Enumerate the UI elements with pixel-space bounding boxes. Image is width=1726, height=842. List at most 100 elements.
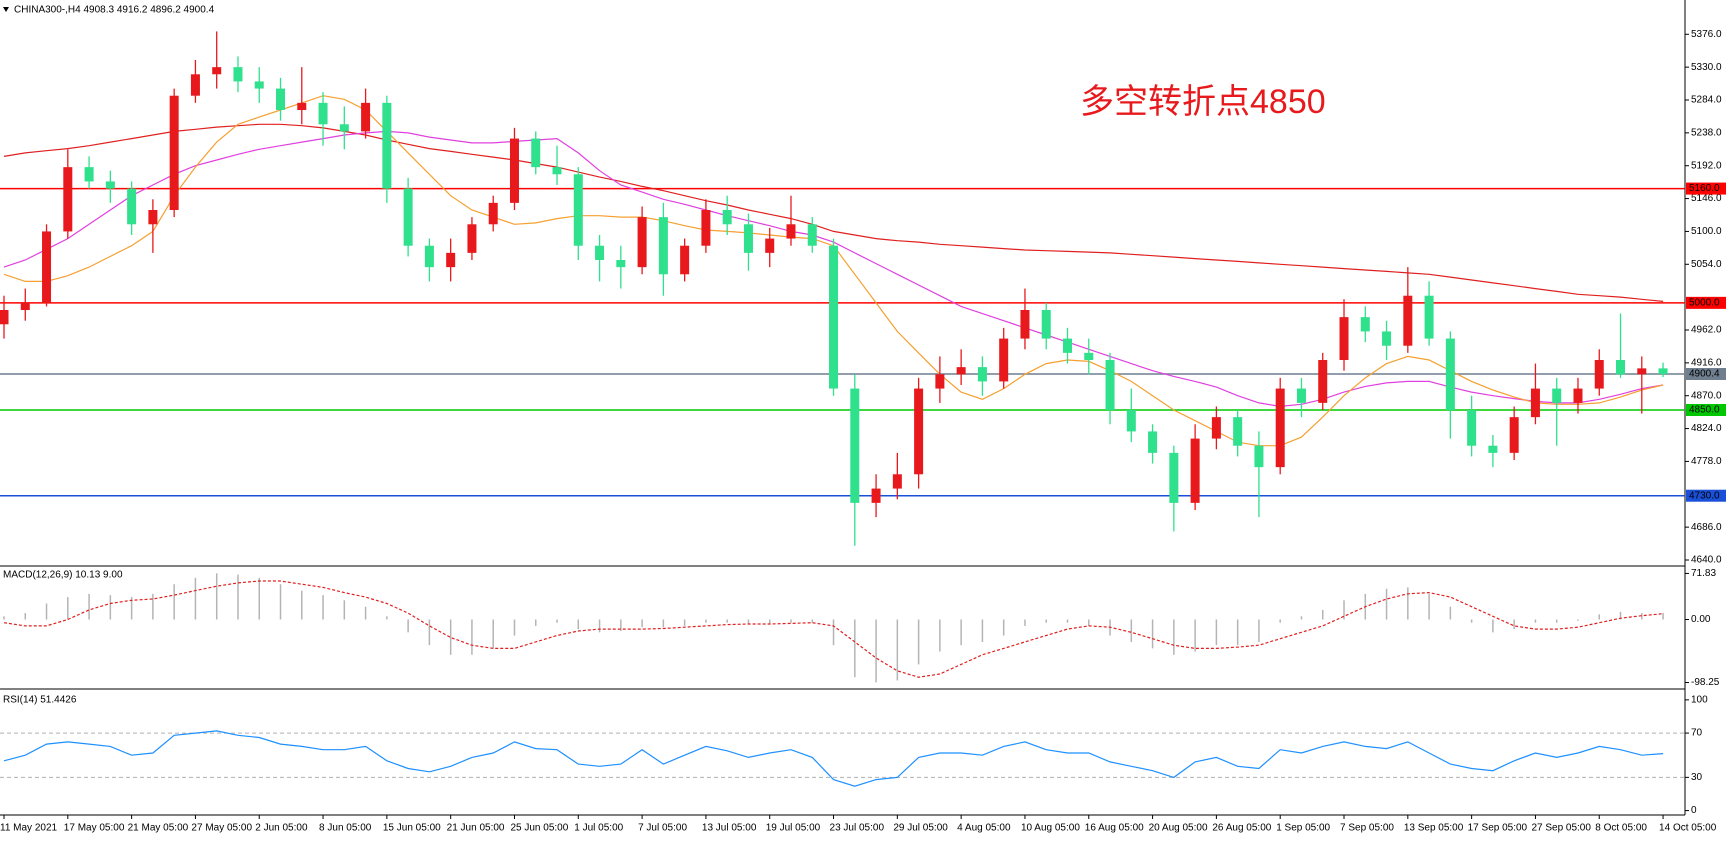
chart-title: CHINA300-,H4 4908.3 4916.2 4896.2 4900.4 [14,5,215,16]
x-tick-label: 21 May 05:00 [128,823,189,834]
candle-body [382,102,392,189]
x-tick-label: 26 Aug 05:00 [1212,823,1271,834]
candle-body [1020,310,1030,339]
candle-body [42,231,52,303]
x-tick-label: 2 Jun 05:00 [255,823,308,834]
x-tick-label: 13 Jul 05:00 [702,823,757,834]
x-tick-label: 15 Jun 05:00 [383,823,441,834]
y-tick-label: 5284.0 [1691,95,1722,106]
y-tick-label: 4824.0 [1691,423,1722,434]
x-tick-label: 7 Jul 05:00 [638,823,687,834]
y-tick-label: 4962.0 [1691,325,1722,336]
y-tick-label: 5146.0 [1691,193,1722,204]
level-label: 4850.0 [1689,405,1720,416]
y-tick-label: 0 [1691,805,1697,816]
candle-body [658,217,668,275]
candle-body [467,224,477,253]
candle-body [765,238,775,253]
candle-body [977,367,987,382]
y-tick-label: 5054.0 [1691,259,1722,270]
level-label: 5000.0 [1689,297,1720,308]
candle-body [1233,417,1243,446]
macd-title: MACD(12,26,9) 10.13 9.00 [3,570,123,581]
y-tick-label: 4870.0 [1691,390,1722,401]
candle-body [233,67,243,82]
candle-body [361,102,371,132]
candle-body [552,167,562,175]
candle-body [956,367,966,375]
x-tick-label: 27 Sep 05:00 [1531,823,1591,834]
x-tick-label: 25 Jun 05:00 [510,823,568,834]
candle-body [1318,360,1328,403]
candle-body [892,474,902,489]
x-tick-label: 27 May 05:00 [191,823,252,834]
x-tick-label: 21 Jun 05:00 [447,823,505,834]
candle-body [297,102,307,110]
candle-body [1339,317,1349,360]
candle-body [1169,452,1179,503]
x-tick-label: 17 Sep 05:00 [1468,823,1528,834]
candle-body [424,245,434,268]
candle-body [637,217,647,268]
y-tick-label: 4686.0 [1691,522,1722,533]
y-tick-label: 5192.0 [1691,160,1722,171]
candle-body [1530,388,1540,418]
candle-body [1063,338,1072,353]
x-tick-label: 23 Jul 05:00 [830,823,885,834]
candle-body [595,245,605,260]
y-tick-label: 4916.0 [1691,357,1722,368]
candle-body [616,260,626,268]
level-label-bg [1686,296,1726,309]
candle-body [786,224,796,239]
candle-body [1382,331,1392,346]
candle-body [1445,338,1455,410]
x-tick-label: 7 Sep 05:00 [1340,823,1394,834]
level-label: 5160.0 [1689,183,1720,194]
candle-body [850,388,860,503]
candle-body [914,388,924,475]
candle-body [1573,388,1583,403]
x-tick-label: 1 Jul 05:00 [574,823,623,834]
x-tick-label: 13 Sep 05:00 [1404,823,1464,834]
candle-body [0,310,9,325]
series-line [3,730,1664,787]
candle-body [20,302,30,310]
candle-body [1658,368,1668,374]
candle-body [1552,388,1562,403]
candle-body [1424,295,1434,339]
x-tick-label: 8 Jun 05:00 [319,823,372,834]
y-tick-label: 5376.0 [1691,29,1722,40]
x-tick-label: 10 Aug 05:00 [1021,823,1080,834]
candle-body [871,488,881,503]
candle-body [212,67,222,75]
level-label-bg [1686,489,1726,502]
y-tick-label: 5100.0 [1691,226,1722,237]
candle-body [1360,317,1370,332]
candle-body [339,124,349,132]
candle-body [84,167,94,182]
y-tick-label: 5330.0 [1691,62,1722,73]
series-line [3,580,1664,678]
x-tick-label: 1 Sep 05:00 [1276,823,1330,834]
y-tick-label: 70 [1691,728,1703,739]
candle-body [1616,360,1626,375]
x-tick-label: 11 May 2021 [0,823,58,834]
level-label-bg [1686,404,1726,416]
candle-body [509,138,519,203]
candle-body [1594,360,1604,389]
candle-body [403,188,413,246]
level-label-bg [1686,182,1726,195]
x-tick-label: 17 May 05:00 [64,823,125,834]
candle-body [1488,445,1498,453]
candle-body [1403,295,1413,346]
candle-body [680,245,690,275]
level-label: 4730.0 [1689,490,1720,501]
candle-body [1467,410,1477,446]
y-tick-label: 71.83 [1691,568,1716,579]
candle-body [1126,410,1136,432]
candle-body [1637,368,1647,375]
y-tick-label: 5238.0 [1691,127,1722,138]
x-tick-label: 19 Jul 05:00 [766,823,821,834]
candle-body [701,210,711,246]
candle-body [1105,360,1115,410]
